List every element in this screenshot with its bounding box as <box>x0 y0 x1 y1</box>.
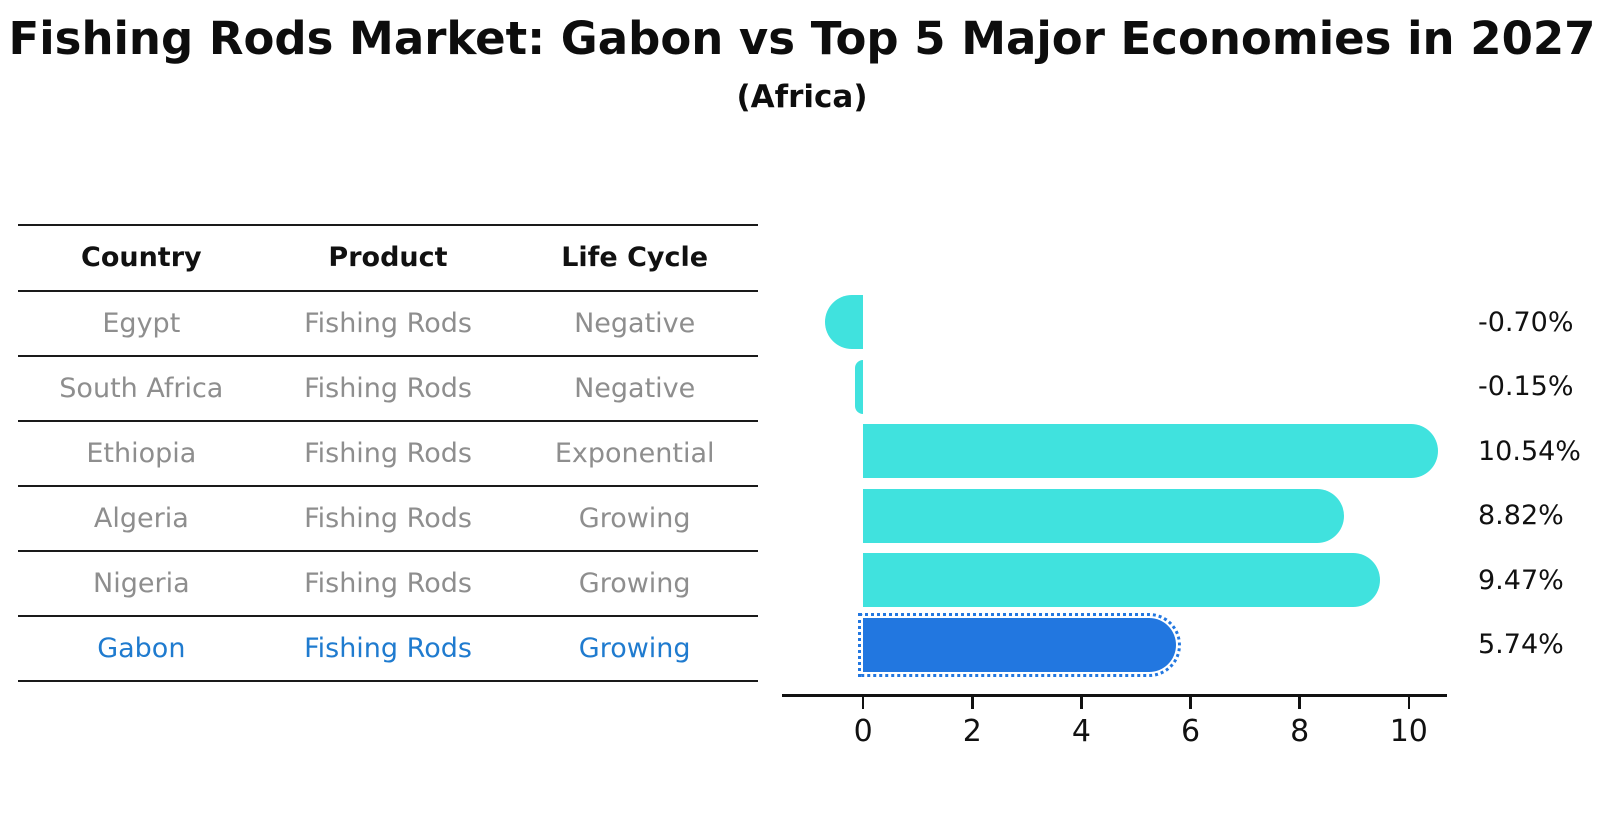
bar-algeria <box>863 488 1345 543</box>
bar-egypt <box>825 295 864 350</box>
bar-south-africa <box>855 359 864 414</box>
table-row-nigeria: Nigeria Fishing Rods Growing <box>18 552 758 617</box>
bar-nigeria <box>863 553 1380 608</box>
x-tick-label: 4 <box>1071 714 1091 749</box>
value-labels-column: -0.70% -0.15% 10.54% 8.82% 9.47% 5.74% <box>1478 290 1604 677</box>
x-tick-label: 6 <box>1181 714 1201 749</box>
value-label-algeria: 8.82% <box>1478 500 1564 532</box>
cell-country: South Africa <box>59 372 224 404</box>
country-table: Country Product Life Cycle Egypt Fishing… <box>18 224 758 682</box>
value-label-south-africa: -0.15% <box>1478 371 1574 403</box>
x-tick-label: 10 <box>1389 714 1428 749</box>
table-row-egypt: Egypt Fishing Rods Negative <box>18 292 758 357</box>
chart-subtitle: (Africa) <box>736 79 868 115</box>
bar-gabon <box>858 612 1182 677</box>
cell-country: Nigeria <box>93 567 190 599</box>
cell-product: Fishing Rods <box>304 307 472 339</box>
x-tick-label: 8 <box>1290 714 1310 749</box>
value-label-nigeria: 9.47% <box>1478 564 1564 596</box>
plot-area: 0 2 4 6 8 10 <box>782 290 1447 749</box>
cell-life-cycle: Exponential <box>554 437 715 469</box>
cell-product: Fishing Rods <box>304 567 472 599</box>
cell-country: Gabon <box>97 632 186 664</box>
x-axis <box>782 694 1447 697</box>
chart-title: Fishing Rods Market: Gabon vs Top 5 Majo… <box>8 12 1596 65</box>
table-header-life-cycle: Life Cycle <box>561 242 709 274</box>
cell-product: Fishing Rods <box>304 437 472 469</box>
x-tick-mark <box>1189 697 1192 709</box>
cell-life-cycle: Growing <box>578 567 691 599</box>
x-tick-mark <box>971 697 974 709</box>
cell-product: Fishing Rods <box>304 502 472 534</box>
cell-country: Ethiopia <box>86 437 197 469</box>
table-row-south-africa: South Africa Fishing Rods Negative <box>18 357 758 422</box>
cell-product: Fishing Rods <box>304 632 472 664</box>
x-tick-mark <box>1407 697 1411 709</box>
x-tick-label: 0 <box>853 714 873 749</box>
value-label-gabon: 5.74% <box>1478 629 1564 661</box>
cell-country: Algeria <box>93 502 189 534</box>
x-tick-mark <box>1298 697 1301 709</box>
x-tick-label: 2 <box>962 714 982 749</box>
value-label-ethiopia: 10.54% <box>1478 435 1581 467</box>
cell-country: Egypt <box>102 307 181 339</box>
table-header-product: Product <box>328 242 448 274</box>
cell-life-cycle: Negative <box>574 372 696 404</box>
x-tick-mark <box>861 697 865 709</box>
x-tick-mark <box>1080 697 1083 709</box>
table-header-row: Country Product Life Cycle <box>18 226 758 292</box>
cell-product: Fishing Rods <box>304 372 472 404</box>
cell-life-cycle: Growing <box>578 632 691 664</box>
table-header-country: Country <box>81 242 202 274</box>
cell-life-cycle: Growing <box>578 502 691 534</box>
table-row-ethiopia: Ethiopia Fishing Rods Exponential <box>18 422 758 487</box>
value-label-egypt: -0.70% <box>1478 306 1574 338</box>
table-row-algeria: Algeria Fishing Rods Growing <box>18 487 758 552</box>
table-row-gabon: Gabon Fishing Rods Growing <box>18 617 758 682</box>
cell-life-cycle: Negative <box>574 307 696 339</box>
bar-ethiopia <box>863 424 1439 479</box>
